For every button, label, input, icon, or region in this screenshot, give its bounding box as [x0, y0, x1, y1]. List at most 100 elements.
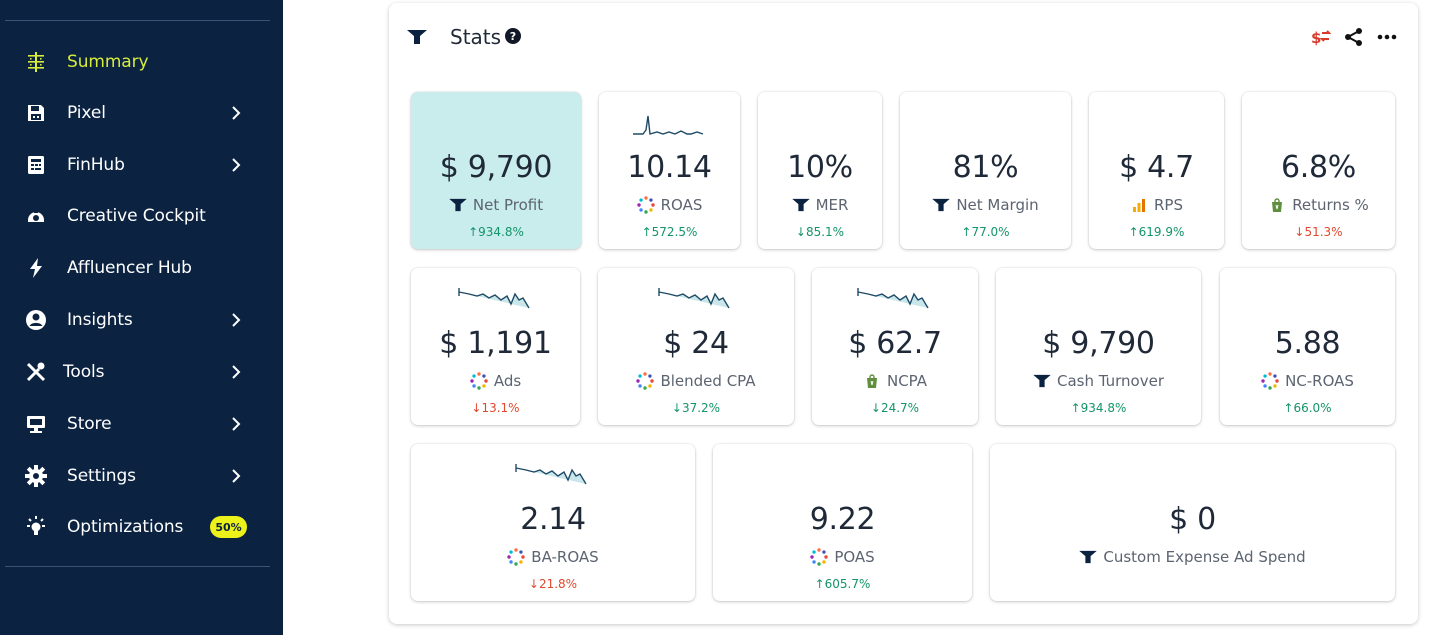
save-disk-icon [24, 101, 48, 125]
stat-label: Ads [493, 372, 522, 390]
stat-label: Net Profit [472, 196, 544, 214]
stat-card-returns[interactable]: 6.8% Returns % ↓51.3% [1242, 92, 1395, 249]
sidebar: Summary Pixel FinHub Creative Cockpit Af… [0, 0, 283, 635]
sidebar-item-label: Pixel [67, 103, 106, 123]
sidebar-item-optimizations[interactable]: Optimizations 50% [0, 507, 283, 547]
stat-card-mer[interactable]: 10% MER ↓85.1% [758, 92, 882, 249]
triple-whale-icon [449, 196, 467, 214]
sidebar-item-pixel[interactable]: Pixel [0, 93, 283, 133]
stat-label: POAS [834, 548, 875, 566]
sidebar-divider-top [5, 20, 270, 21]
stat-card-cash-turnover[interactable]: $ 9,790 Cash Turnover ↑934.8% [996, 268, 1201, 425]
stat-label-row: POAS [713, 548, 972, 566]
stat-label-row: BA-ROAS [411, 548, 695, 566]
stat-card-net-margin[interactable]: 81% Net Margin ↑77.0% [900, 92, 1071, 249]
currency-swap-icon[interactable]: $ [1309, 25, 1333, 49]
stat-value: $ 9,790 [1042, 326, 1155, 361]
triple-whale-icon [407, 29, 427, 49]
stat-value: 5.88 [1274, 326, 1341, 361]
sidebar-divider-bottom [5, 566, 270, 567]
stat-card-nc-roas[interactable]: 5.88 NC-ROAS ↑66.0% [1220, 268, 1395, 425]
triple-whale-icon [791, 196, 810, 214]
ledger-icon [24, 153, 48, 177]
sidebar-item-label: Creative Cockpit [67, 206, 206, 226]
sidebar-item-label: FinHub [67, 155, 125, 175]
sidebar-item-label: Store [67, 414, 112, 434]
lightning-icon [24, 256, 48, 280]
stat-label-row: MER [758, 196, 882, 214]
chevron-right-icon [232, 158, 241, 172]
stats-title: Stats [450, 25, 502, 49]
stat-label: Cash Turnover [1056, 372, 1164, 390]
stat-change: ↓13.1% [471, 401, 520, 415]
stat-value: $ 62.7 [848, 326, 942, 361]
more-horizontal-icon[interactable] [1375, 25, 1399, 49]
stat-change: ↑934.8% [468, 225, 524, 239]
stat-card-net-profit[interactable]: $ 9,790 Net Profit ↑934.8% [411, 92, 581, 249]
stat-card-ba-roas[interactable]: 2.14 BA-ROAS ↓21.8% [411, 444, 695, 601]
stat-label-row: Custom Expense Ad Spend [990, 548, 1395, 566]
stat-label: RPS [1154, 196, 1183, 214]
sidebar-item-label: Settings [67, 466, 136, 486]
stat-label: MER [815, 196, 849, 214]
triple-whale-icon [1079, 548, 1098, 566]
stat-label-row: Ads [411, 372, 580, 390]
cockpit-icon [24, 204, 48, 228]
multi-dot-icon [810, 548, 829, 566]
multi-dot-icon [470, 372, 488, 390]
chevron-right-icon [232, 365, 241, 379]
sidebar-item-summary[interactable]: Summary [0, 42, 283, 82]
sidebar-item-label: Affluencer Hub [67, 258, 192, 278]
chevron-right-icon [232, 417, 241, 431]
stat-label-row: Cash Turnover [996, 372, 1201, 390]
stat-card-poas[interactable]: 9.22 POAS ↑605.7% [713, 444, 972, 601]
sidebar-item-affluencer-hub[interactable]: Affluencer Hub [0, 248, 283, 288]
stat-value: 10% [787, 150, 853, 185]
multi-dot-icon [636, 196, 655, 214]
stat-label-row: Returns % [1242, 196, 1395, 214]
tools-icon [24, 360, 48, 384]
stat-label: Custom Expense Ad Spend [1103, 548, 1306, 566]
stat-card-custom-expense-ad-spend[interactable]: $ 0 Custom Expense Ad Spend [990, 444, 1395, 601]
shopify-bag-icon [1268, 196, 1286, 214]
stat-label-row: Net Margin [900, 196, 1071, 214]
stat-change: ↑77.0% [961, 225, 1010, 239]
sparkline [857, 288, 929, 309]
stat-card-ncpa[interactable]: $ 62.7 NCPA ↓24.7% [812, 268, 978, 425]
bar-chart-icon [1130, 196, 1148, 214]
lightbulb-icon [24, 515, 48, 539]
sidebar-item-finhub[interactable]: FinHub [0, 145, 283, 185]
stat-label-row: Net Profit [411, 196, 581, 214]
stat-card-blended-cpa[interactable]: $ 24 Blended CPA ↓37.2% [598, 268, 794, 425]
sidebar-item-settings[interactable]: Settings [0, 456, 283, 496]
share-icon[interactable] [1342, 25, 1366, 49]
stat-label: ROAS [660, 196, 703, 214]
stat-value: 10.14 [627, 150, 712, 185]
sidebar-item-tools[interactable]: Tools [0, 352, 283, 392]
stat-label: Returns % [1292, 196, 1369, 214]
sparkline [658, 288, 730, 309]
stat-change: ↓21.8% [528, 577, 578, 591]
stat-change: ↓85.1% [795, 225, 845, 239]
stat-label-row: ROAS [599, 196, 740, 214]
sidebar-item-creative-cockpit[interactable]: Creative Cockpit [0, 196, 283, 236]
sparkline [632, 115, 703, 135]
svg-text:$: $ [1311, 29, 1321, 46]
multi-dot-icon [636, 372, 655, 390]
stat-label: Net Margin [956, 196, 1039, 214]
stat-card-rps[interactable]: $ 4.7 RPS ↑619.9% [1089, 92, 1224, 249]
stat-card-ads[interactable]: $ 1,191 Ads ↓13.1% [411, 268, 580, 425]
stat-change: ↓37.2% [671, 401, 721, 415]
sidebar-item-store[interactable]: Store [0, 404, 283, 444]
stat-label: NCPA [886, 372, 928, 390]
help-icon[interactable]: ? [505, 28, 521, 44]
stat-change: ↓24.7% [870, 401, 920, 415]
sparkline [457, 288, 530, 309]
stat-value: 6.8% [1280, 150, 1357, 185]
stat-value: $ 9,790 [439, 150, 553, 185]
stat-value: $ 1,191 [439, 326, 552, 361]
sidebar-item-insights[interactable]: Insights [0, 300, 283, 340]
stat-change: ↑572.5% [641, 225, 698, 239]
stats-panel: Stats ? $ $ 9,790 Net Profit ↑934.8% 10.14 R… [389, 3, 1418, 624]
stat-card-roas[interactable]: 10.14 ROAS ↑572.5% [599, 92, 740, 249]
